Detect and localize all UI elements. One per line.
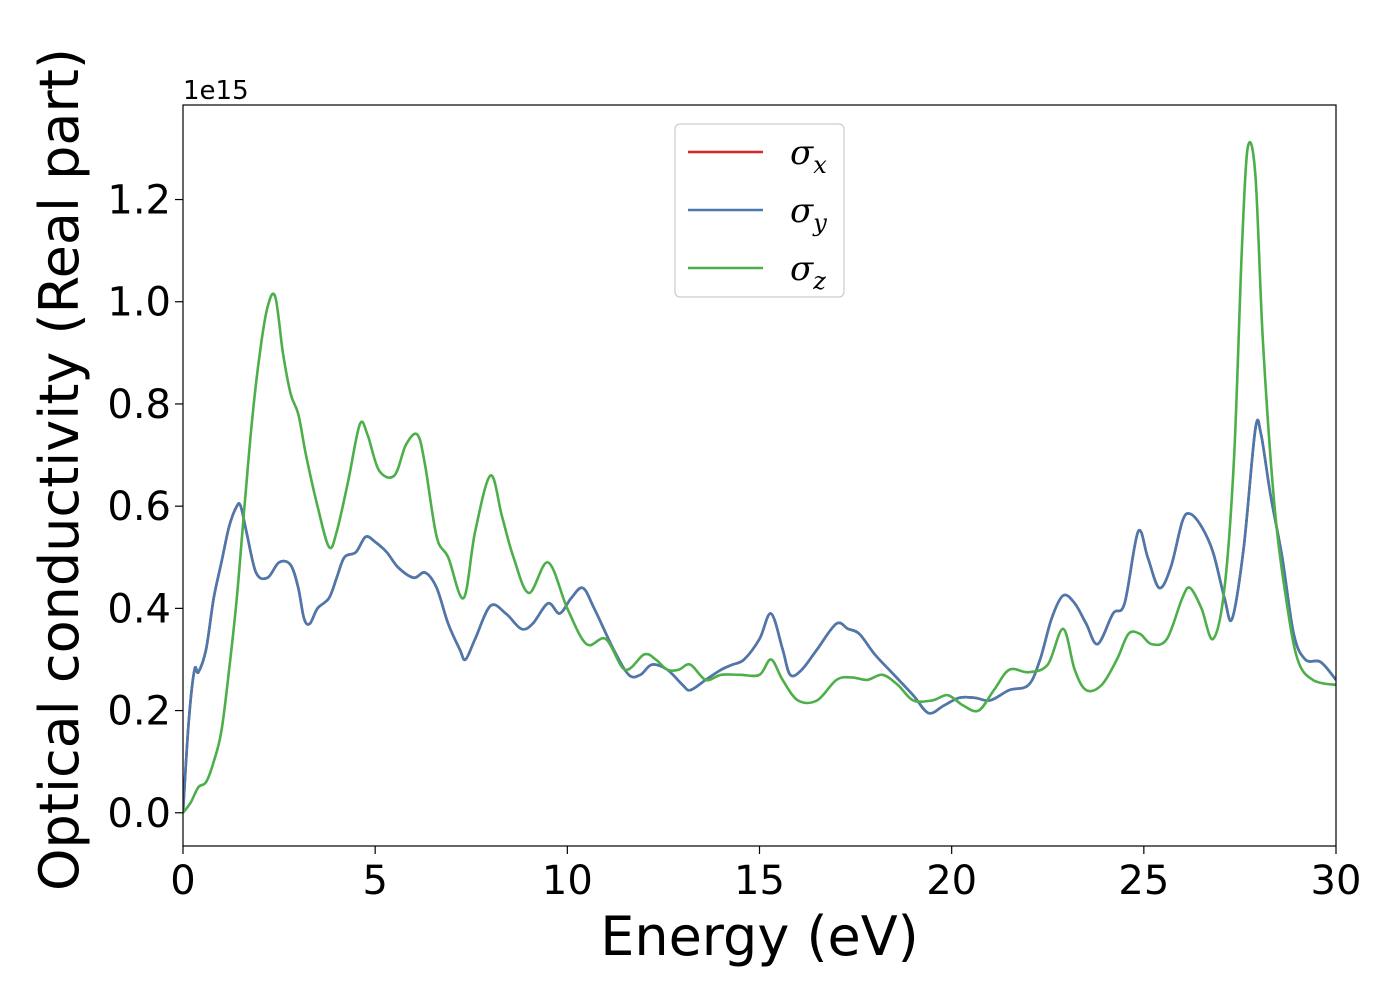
y-axis-label: Optical conductivity (Real part)	[28, 48, 91, 891]
x-tick-label: 0	[170, 858, 195, 904]
x-tick-label: 5	[362, 858, 387, 904]
y-tick-label: 0.0	[107, 791, 171, 837]
legend-label-z: σz	[790, 249, 826, 295]
y-tick-label: 1.0	[107, 280, 171, 326]
y-tick-label: 0.2	[107, 689, 171, 735]
y-axis-ticks: 0.0 0.2 0.4 0.6 0.8 1.0 1.2	[107, 178, 183, 837]
x-tick-label: 20	[926, 858, 977, 904]
series-line-z	[183, 141, 1336, 814]
series-line-y	[183, 418, 1336, 813]
x-axis-label: Energy (eV)	[600, 905, 919, 968]
y-tick-label: 1.2	[107, 178, 171, 224]
x-tick-label: 15	[734, 858, 785, 904]
y-axis-offset-text: 1e15	[183, 76, 249, 106]
y-tick-label: 0.4	[107, 586, 171, 632]
y-tick-label: 0.6	[107, 484, 171, 530]
x-tick-label: 30	[1311, 858, 1362, 904]
series-layer	[183, 141, 1336, 814]
x-tick-label: 25	[1118, 858, 1169, 904]
y-tick-label: 0.8	[107, 382, 171, 428]
series-line-x	[183, 418, 1336, 813]
x-axis-ticks: 0 5 10 15 20 25 30	[170, 846, 1361, 904]
x-tick-label: 10	[542, 858, 593, 904]
